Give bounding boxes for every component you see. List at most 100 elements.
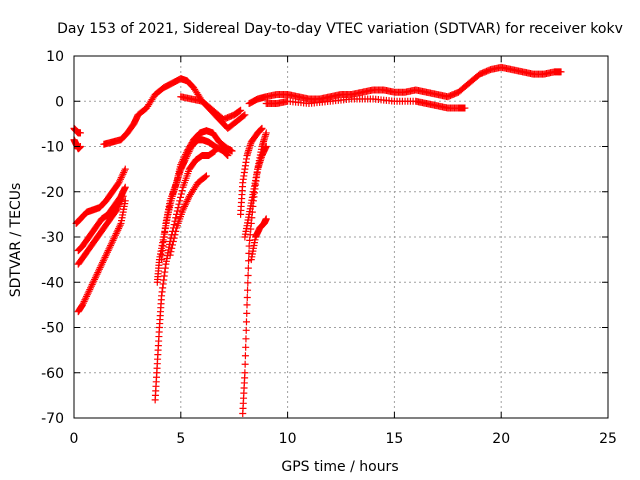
data-point bbox=[79, 301, 87, 309]
data-point bbox=[116, 175, 124, 183]
y-tick-label: -10 bbox=[41, 140, 64, 156]
data-point bbox=[182, 149, 190, 157]
data-point bbox=[243, 301, 251, 309]
x-tick-label: 0 bbox=[70, 431, 79, 447]
data-point bbox=[121, 165, 129, 173]
data-point bbox=[108, 238, 116, 246]
data-point bbox=[93, 270, 101, 278]
data-point bbox=[121, 197, 129, 205]
data-point bbox=[262, 129, 270, 137]
data-point bbox=[116, 221, 124, 229]
data-point bbox=[119, 192, 127, 200]
data-point bbox=[224, 152, 232, 160]
data-point bbox=[111, 231, 119, 239]
series-rise-1 bbox=[100, 75, 249, 148]
data-point bbox=[169, 241, 177, 249]
data-point bbox=[181, 202, 189, 210]
x-tick-label: 15 bbox=[385, 431, 403, 447]
x-tick-label: 10 bbox=[279, 431, 297, 447]
data-point bbox=[171, 231, 179, 239]
y-tick-label: -30 bbox=[41, 230, 64, 246]
data-point bbox=[241, 111, 249, 119]
data-point bbox=[240, 112, 248, 120]
series-left-fan-1 bbox=[72, 165, 129, 227]
data-point bbox=[103, 248, 111, 256]
series-spike-4 bbox=[166, 172, 210, 259]
data-point bbox=[83, 291, 91, 299]
data-point bbox=[114, 204, 122, 212]
data-point bbox=[170, 234, 178, 242]
x-tick-label: 5 bbox=[176, 431, 185, 447]
data-point bbox=[82, 294, 90, 302]
y-tick-label: -60 bbox=[41, 366, 64, 382]
y-axis-label: SDTVAR / TECUs bbox=[8, 183, 24, 298]
series-spike-6 bbox=[241, 129, 270, 241]
data-point bbox=[89, 279, 97, 287]
series-mid-branch bbox=[177, 93, 245, 123]
data-point bbox=[177, 190, 185, 198]
data-point bbox=[113, 228, 121, 236]
data-point bbox=[91, 274, 99, 282]
data-point bbox=[118, 172, 126, 180]
y-tick-label: -70 bbox=[41, 411, 64, 427]
series-late-day bbox=[245, 63, 565, 108]
series-early-low bbox=[70, 136, 84, 153]
data-point bbox=[76, 129, 84, 137]
data-point bbox=[168, 244, 176, 252]
data-point bbox=[91, 275, 99, 283]
data-point bbox=[114, 202, 122, 210]
data-point bbox=[175, 200, 183, 208]
data-point bbox=[237, 106, 245, 114]
data-point bbox=[244, 279, 252, 287]
data-point bbox=[178, 159, 186, 167]
data-point bbox=[258, 124, 266, 132]
data-point bbox=[107, 240, 115, 248]
data-point bbox=[177, 161, 185, 169]
data-point bbox=[244, 264, 252, 272]
data-point bbox=[118, 196, 126, 204]
data-point bbox=[167, 248, 175, 256]
data-point bbox=[228, 147, 236, 155]
y-tick-label: 10 bbox=[46, 49, 64, 65]
data-point bbox=[101, 253, 109, 261]
series-left-fan-3 bbox=[74, 192, 127, 268]
data-point bbox=[87, 284, 95, 292]
data-point bbox=[178, 187, 186, 195]
series-spike-7 bbox=[247, 215, 270, 264]
data-point bbox=[120, 169, 128, 177]
data-point bbox=[114, 226, 122, 234]
data-point bbox=[109, 236, 117, 244]
series-left-fan-4 bbox=[74, 197, 129, 316]
data-point bbox=[119, 170, 127, 178]
series-late-day-low bbox=[262, 95, 469, 112]
data-point bbox=[100, 255, 108, 263]
data-point bbox=[80, 297, 88, 305]
axis-ticks: 0 5 10 15 20 25 10 0 -10 -20 -30 -40 -50 -60 -70 bbox=[41, 49, 617, 447]
data-point bbox=[182, 150, 190, 158]
data-point bbox=[244, 286, 252, 294]
x-tick-label: 20 bbox=[492, 431, 510, 447]
data-point bbox=[241, 369, 249, 377]
data-point bbox=[182, 199, 190, 207]
data-point bbox=[262, 215, 270, 223]
data-point bbox=[115, 201, 123, 209]
data-point bbox=[176, 197, 184, 205]
x-tick-label: 25 bbox=[599, 431, 617, 447]
data-point bbox=[116, 177, 124, 185]
data-point bbox=[242, 326, 250, 334]
series-early-top bbox=[70, 124, 84, 137]
y-tick-label: 0 bbox=[55, 94, 64, 110]
data-point bbox=[172, 227, 180, 235]
y-tick-label: -20 bbox=[41, 185, 64, 201]
data-marks bbox=[70, 63, 565, 417]
data-point bbox=[243, 309, 251, 317]
data-point bbox=[99, 257, 107, 265]
data-point bbox=[243, 294, 251, 302]
data-point bbox=[106, 243, 114, 251]
data-point bbox=[179, 206, 187, 214]
data-point bbox=[241, 360, 249, 368]
data-point bbox=[177, 193, 185, 201]
data-point bbox=[461, 104, 469, 112]
data-point bbox=[117, 174, 125, 182]
